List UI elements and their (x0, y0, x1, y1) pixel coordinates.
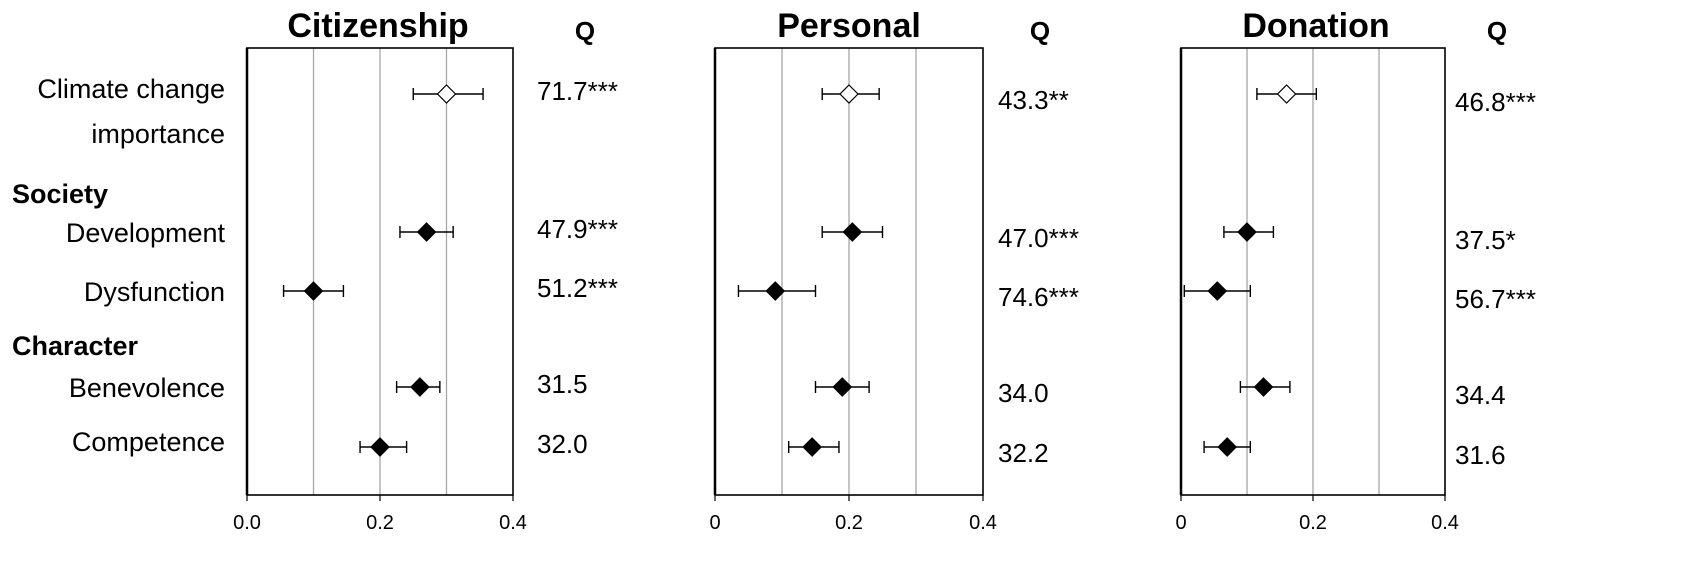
personal-q-value-development: 47.0*** (998, 223, 1079, 253)
donation-q-value-competence: 31.6 (1455, 440, 1506, 470)
personal-q-value-dysfunction: 74.6*** (998, 282, 1079, 312)
donation-point-competence (1217, 437, 1238, 457)
citizenship-q-value-dysfunction: 51.2*** (537, 273, 618, 303)
personal-x-tick-label: 0.4 (969, 512, 997, 534)
citizenship-point-climate (436, 84, 457, 104)
row-label-competence: Competence (72, 427, 225, 457)
donation-point-development (1237, 222, 1257, 242)
donation-point-dysfunction (1207, 281, 1228, 301)
personal-q-value-competence: 32.2 (998, 438, 1049, 468)
citizenship-point-development (416, 222, 437, 242)
row-label-dysfunction: Dysfunction (84, 277, 225, 307)
citizenship-q-header: Q (575, 16, 595, 46)
donation-q-header: Q (1487, 16, 1507, 46)
donation-q-value-benevolence: 34.4 (1455, 380, 1506, 410)
donation-x-tick-label: 0.4 (1431, 512, 1459, 534)
donation-q-value-climate: 46.8*** (1455, 87, 1536, 117)
personal-q-header: Q (1030, 16, 1050, 46)
personal-point-climate (839, 84, 859, 104)
group-label-character: Character (12, 331, 139, 361)
citizenship-point-competence (370, 437, 390, 457)
citizenship-q-value-climate: 71.7*** (537, 76, 618, 106)
citizenship-x-tick-label: 0.2 (366, 512, 394, 534)
personal-point-benevolence (832, 377, 853, 397)
citizenship-x-tick-label: 0.4 (499, 512, 527, 534)
personal-point-development (842, 222, 863, 242)
personal-point-dysfunction (765, 281, 786, 301)
personal-panel-title: Personal (777, 7, 921, 45)
citizenship-x-tick-label: 0.0 (233, 512, 261, 534)
citizenship-point-benevolence (410, 377, 430, 397)
citizenship-point-dysfunction (303, 281, 324, 301)
donation-x-tick-label: 0.2 (1299, 512, 1327, 534)
row-label-climate-line2: importance (91, 119, 225, 149)
donation-point-benevolence (1253, 377, 1274, 397)
group-label-society: Society (12, 179, 108, 209)
donation-q-value-dysfunction: 56.7*** (1455, 284, 1536, 314)
citizenship-q-value-benevolence: 31.5 (537, 369, 588, 399)
citizenship-q-value-competence: 32.0 (537, 429, 588, 459)
donation-x-tick-label: 0 (1175, 512, 1186, 534)
row-label-climate-line1: Climate change (37, 74, 225, 104)
personal-q-value-climate: 43.3** (998, 85, 1069, 115)
personal-point-competence (802, 437, 822, 457)
personal-x-tick-label: 0 (709, 512, 720, 534)
donation-panel-title: Donation (1242, 7, 1389, 45)
personal-q-value-benevolence: 34.0 (998, 378, 1049, 408)
personal-x-tick-label: 0.2 (835, 512, 863, 534)
citizenship-q-value-development: 47.9*** (537, 214, 618, 244)
donation-point-climate (1276, 84, 1297, 104)
donation-q-value-development: 37.5* (1455, 225, 1516, 255)
citizenship-panel-title: Citizenship (287, 7, 468, 45)
row-label-benevolence: Benevolence (69, 373, 225, 403)
row-label-development: Development (66, 218, 226, 248)
